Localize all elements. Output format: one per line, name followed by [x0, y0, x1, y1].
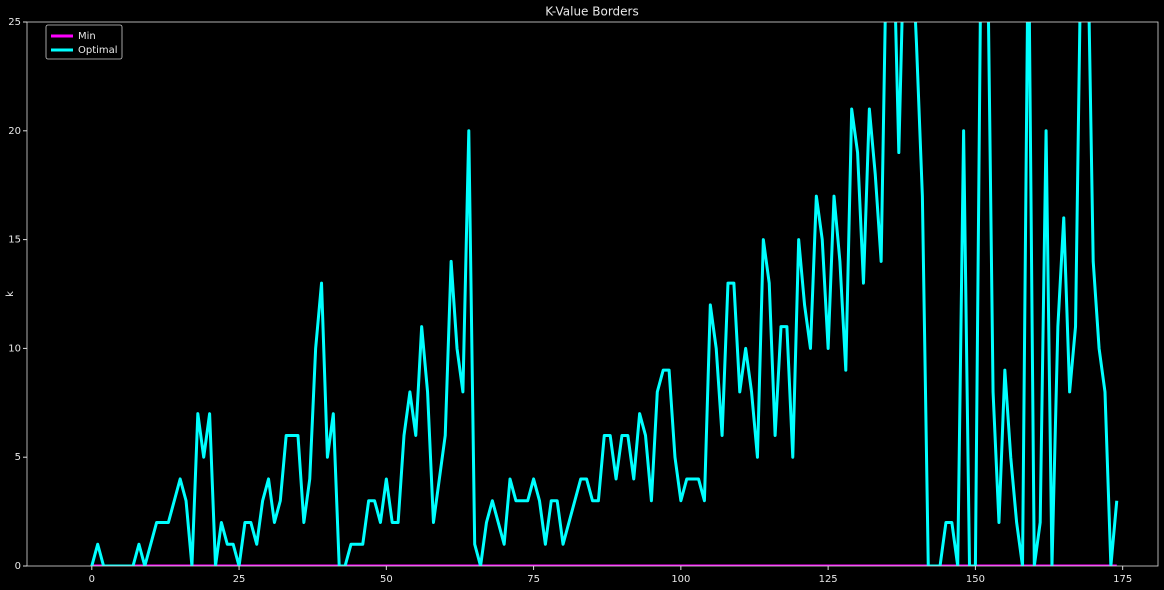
y-tick-label: 25 [8, 17, 21, 28]
x-tick-label: 75 [527, 574, 540, 585]
series-line [90, 22, 1119, 566]
legend-label: Min [78, 31, 96, 42]
y-tick-label: 10 [8, 343, 21, 354]
y-tick-label: 15 [8, 235, 21, 246]
legend-label: Optimal [78, 45, 118, 56]
x-tick-label: 25 [233, 574, 246, 585]
x-tick-label: 50 [380, 574, 393, 585]
x-tick-label: 125 [819, 574, 838, 585]
x-tick-label: 0 [89, 574, 95, 585]
x-tick-label: 100 [671, 574, 690, 585]
x-tick-label: 175 [1113, 574, 1132, 585]
chart-title: K-Value Borders [545, 5, 639, 19]
y-tick-label: 0 [15, 561, 21, 572]
y-tick-label: 20 [8, 126, 21, 137]
x-tick-label: 150 [966, 574, 985, 585]
plot-frame [26, 21, 1159, 567]
y-tick-label: 5 [15, 452, 21, 463]
y-axis-label: k [5, 291, 16, 297]
plot-lines [90, 22, 1119, 566]
